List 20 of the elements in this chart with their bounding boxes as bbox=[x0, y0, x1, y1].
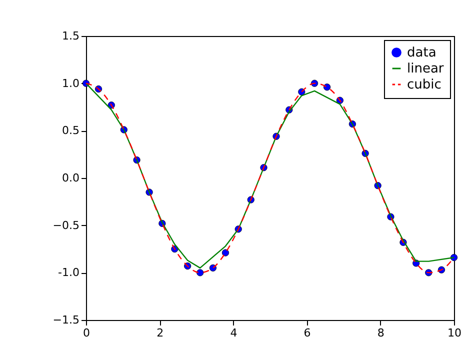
x-tick-label: 2 bbox=[156, 326, 164, 340]
legend-label: data bbox=[407, 46, 436, 60]
point bbox=[323, 84, 331, 91]
point bbox=[222, 249, 230, 256]
y-tick-label: −0.5 bbox=[52, 218, 80, 232]
x-tick-label: 4 bbox=[230, 326, 238, 340]
y-tick-label: 1.0 bbox=[62, 76, 80, 90]
point bbox=[196, 269, 204, 276]
y-tick-label: 0.5 bbox=[62, 124, 80, 138]
y-tick-label: 0.0 bbox=[62, 172, 80, 184]
x-tick-label: 6 bbox=[304, 326, 311, 340]
y-tick-label: 1.5 bbox=[62, 30, 80, 42]
y-tick-label: -1.0 bbox=[58, 266, 80, 280]
point bbox=[298, 88, 306, 96]
y-tick-label: −1.5 bbox=[52, 314, 80, 326]
x-tick-label: 10 bbox=[448, 326, 462, 340]
x-tick-label: 8 bbox=[377, 326, 384, 340]
x-tick-label: 0 bbox=[83, 326, 90, 340]
legend-label: cubic bbox=[407, 78, 442, 92]
legend-label: linear bbox=[407, 62, 444, 76]
